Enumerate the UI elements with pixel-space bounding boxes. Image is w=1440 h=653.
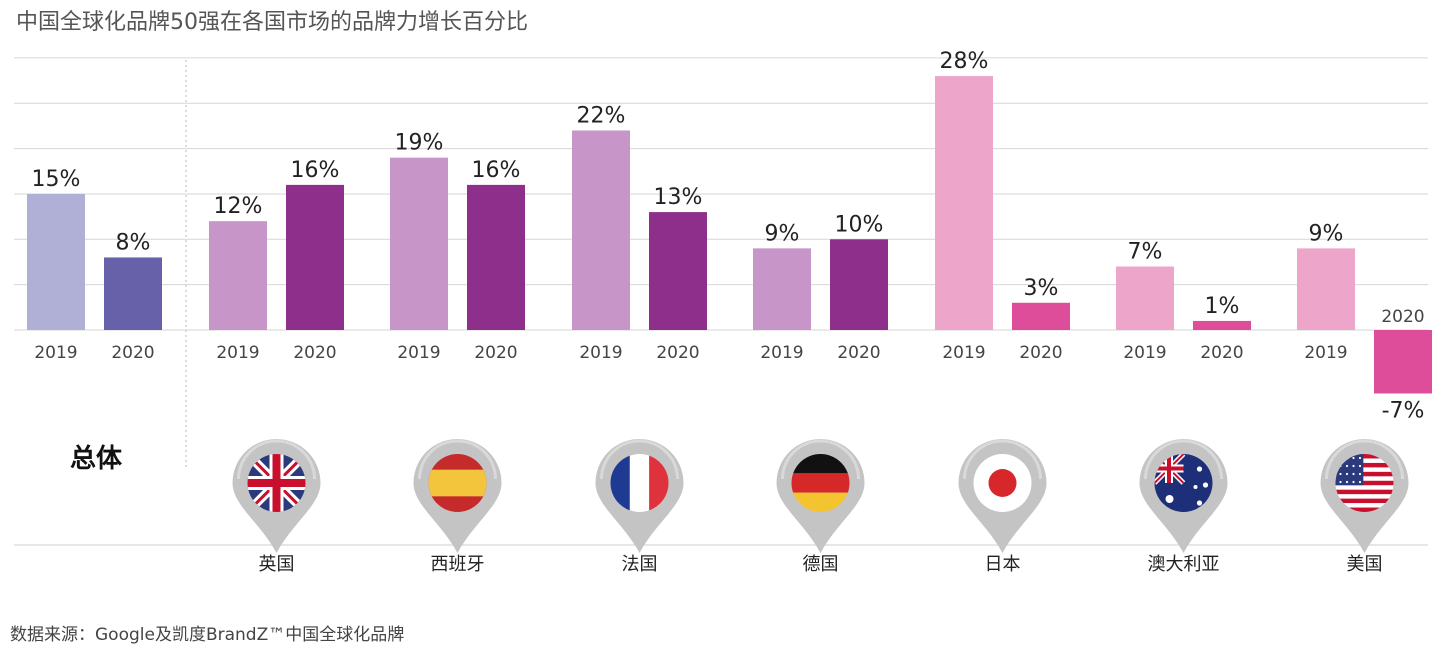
value-label: 19%: [395, 131, 444, 156]
value-label: 15%: [32, 167, 81, 192]
value-label: 8%: [116, 230, 151, 255]
bar-2020-7: [1374, 330, 1432, 394]
uk-flag-pin-icon: [232, 439, 321, 553]
value-label: 12%: [214, 194, 263, 219]
bar-2020-5: [1012, 302, 1070, 330]
country-label: 英国: [259, 554, 295, 575]
bar-2019-0: [27, 193, 85, 330]
year-label: 2019: [1304, 343, 1347, 363]
bar-2019-7: [1297, 248, 1355, 330]
year-label: 2019: [1123, 343, 1166, 363]
bar-2020-3: [649, 212, 707, 330]
year-label: 2019: [216, 343, 259, 363]
bar-2019-2: [390, 157, 448, 330]
year-label: 2020: [1019, 343, 1062, 363]
year-label: 2019: [34, 343, 77, 363]
value-label: 10%: [835, 212, 884, 237]
chart-title: 中国全球化品牌50强在各国市场的品牌力增长百分比: [16, 10, 528, 35]
value-label: 28%: [940, 49, 989, 74]
value-labels: 15% 8% 12% 16% 19% 16% 22% 13% 9% 10% 28% 3% 7% 1% 9% -…: [32, 49, 1425, 423]
country-label: 法国: [622, 554, 658, 575]
value-label: 1%: [1205, 294, 1240, 319]
country-label: 日本: [985, 554, 1021, 575]
year-labels: 2019 2020 2019 2020 2019 2020 2019 2020 2019 2020…: [34, 307, 1424, 363]
value-label: 7%: [1128, 240, 1163, 265]
year-label: 2019: [942, 343, 985, 363]
value-label: 9%: [1309, 221, 1344, 246]
bar-2020-1: [286, 184, 344, 330]
value-label: 13%: [654, 185, 703, 210]
bar-2019-6: [1116, 266, 1174, 330]
bar-2019-5: [935, 76, 993, 330]
country-label: 澳大利亚: [1148, 554, 1220, 575]
country-label: 美国: [1347, 554, 1383, 575]
flag-pins: [232, 439, 1409, 553]
year-label: 2019: [397, 343, 440, 363]
bar-2019-1: [209, 221, 267, 330]
bar-2019-4: [753, 248, 811, 330]
data-source: 数据来源：Google及凯度BrandZ™中国全球化品牌: [10, 625, 405, 645]
bar-2020-0: [104, 257, 162, 330]
bar-2020-4: [830, 239, 888, 330]
spain-flag-pin-icon: [413, 439, 502, 553]
year-label: 2020: [111, 343, 154, 363]
bar-2019-3: [572, 130, 630, 330]
overall-label: 总体: [70, 444, 123, 474]
year-label: 2020: [293, 343, 336, 363]
value-label: 22%: [577, 103, 626, 128]
country-label: 德国: [803, 554, 839, 575]
australia-flag-pin-icon: [1139, 439, 1228, 553]
value-label: -7%: [1382, 398, 1425, 423]
year-label: 2020: [656, 343, 699, 363]
bar-2020-6: [1193, 320, 1251, 330]
value-label: 3%: [1024, 276, 1059, 301]
year-label: 2020: [474, 343, 517, 363]
usa-flag-pin-icon: [1320, 439, 1409, 553]
year-label: 2020: [837, 343, 880, 363]
germany-flag-pin-icon: [776, 439, 865, 553]
year-label: 2019: [760, 343, 803, 363]
value-label: 9%: [765, 221, 800, 246]
value-label: 16%: [291, 158, 340, 183]
bar-2020-2: [467, 184, 525, 330]
japan-flag-pin-icon: [958, 439, 1047, 553]
year-label: 2020: [1200, 343, 1243, 363]
france-flag-pin-icon: [595, 439, 684, 553]
year-label: 2019: [579, 343, 622, 363]
bars: [27, 76, 1432, 394]
year-label: 2020: [1381, 307, 1424, 327]
country-label: 西班牙: [431, 554, 485, 575]
value-label: 16%: [472, 158, 521, 183]
